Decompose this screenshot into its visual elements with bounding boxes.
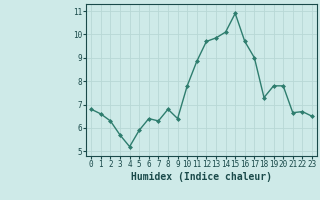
X-axis label: Humidex (Indice chaleur): Humidex (Indice chaleur)	[131, 172, 272, 182]
